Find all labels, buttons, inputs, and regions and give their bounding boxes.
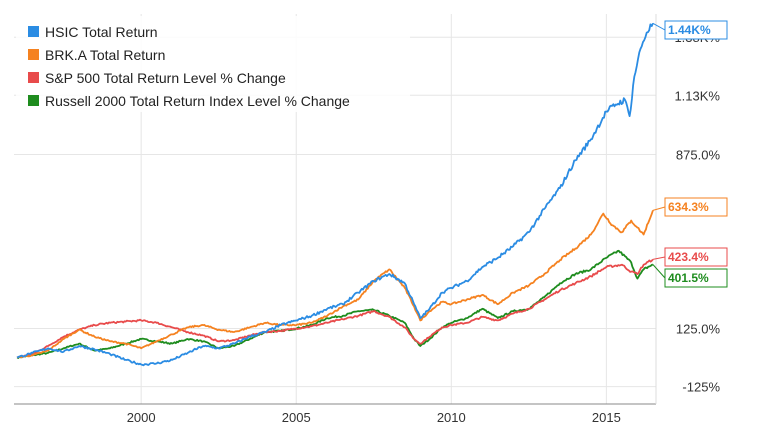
end-label-box <box>664 247 728 267</box>
x-tick-label: 2010 <box>437 410 466 425</box>
x-tick-label: 2000 <box>127 410 156 425</box>
legend-swatch <box>28 72 39 83</box>
y-tick-label: 125.0% <box>676 322 721 337</box>
end-label-s-p-500-total-return-level-change: 423.4% <box>668 250 709 264</box>
series-line-brk-a-total-return <box>16 210 654 359</box>
legend-swatch <box>28 26 39 37</box>
legend: HSIC Total Return BRK.A Total Return S&P 5… <box>16 16 410 112</box>
end-label-connector <box>652 22 666 31</box>
y-tick-label: -125% <box>682 380 720 395</box>
end-label-hsic-total-return: 1.44K% <box>668 23 711 37</box>
series-lines <box>16 22 654 367</box>
legend-label: S&P 500 Total Return Level % Change <box>45 70 286 86</box>
legend-label: BRK.A Total Return <box>45 47 165 63</box>
legend-swatch <box>28 49 39 60</box>
legend-label: Russell 2000 Total Return Index Level % … <box>45 93 350 109</box>
series-line-s-p-500-total-return-level-change <box>16 258 654 359</box>
end-label-box <box>664 20 728 40</box>
series-line-hsic-total-return <box>16 22 654 367</box>
x-tick-label: 2015 <box>592 410 621 425</box>
x-tick-labels: 2000 2005 2010 2015 <box>127 410 621 425</box>
x-tick-label: 2005 <box>282 410 311 425</box>
end-label-box <box>664 268 728 288</box>
legend-background <box>16 16 410 112</box>
end-label-russell-2000-total-return-index-level-change: 401.5% <box>668 271 709 285</box>
end-label-brk-a-total-return: 634.3% <box>668 200 709 214</box>
end-label-connector <box>652 206 666 211</box>
end-label-connector <box>652 264 666 279</box>
series-line-russell-2000-total-return-index-level-change <box>16 249 654 359</box>
end-value-labels: 1.44K% 634.3% 423.4% 401.5% <box>652 20 728 288</box>
legend-label: HSIC Total Return <box>45 24 158 40</box>
y-tick-label: 875.0% <box>676 147 721 162</box>
y-tick-label: 1.13K% <box>674 88 720 103</box>
end-label-box <box>664 197 728 217</box>
legend-swatch <box>28 95 39 106</box>
end-label-connector <box>652 256 666 260</box>
y-tick-labels: -125%125.0%875.0%1.13K%1.38K% <box>674 30 720 394</box>
